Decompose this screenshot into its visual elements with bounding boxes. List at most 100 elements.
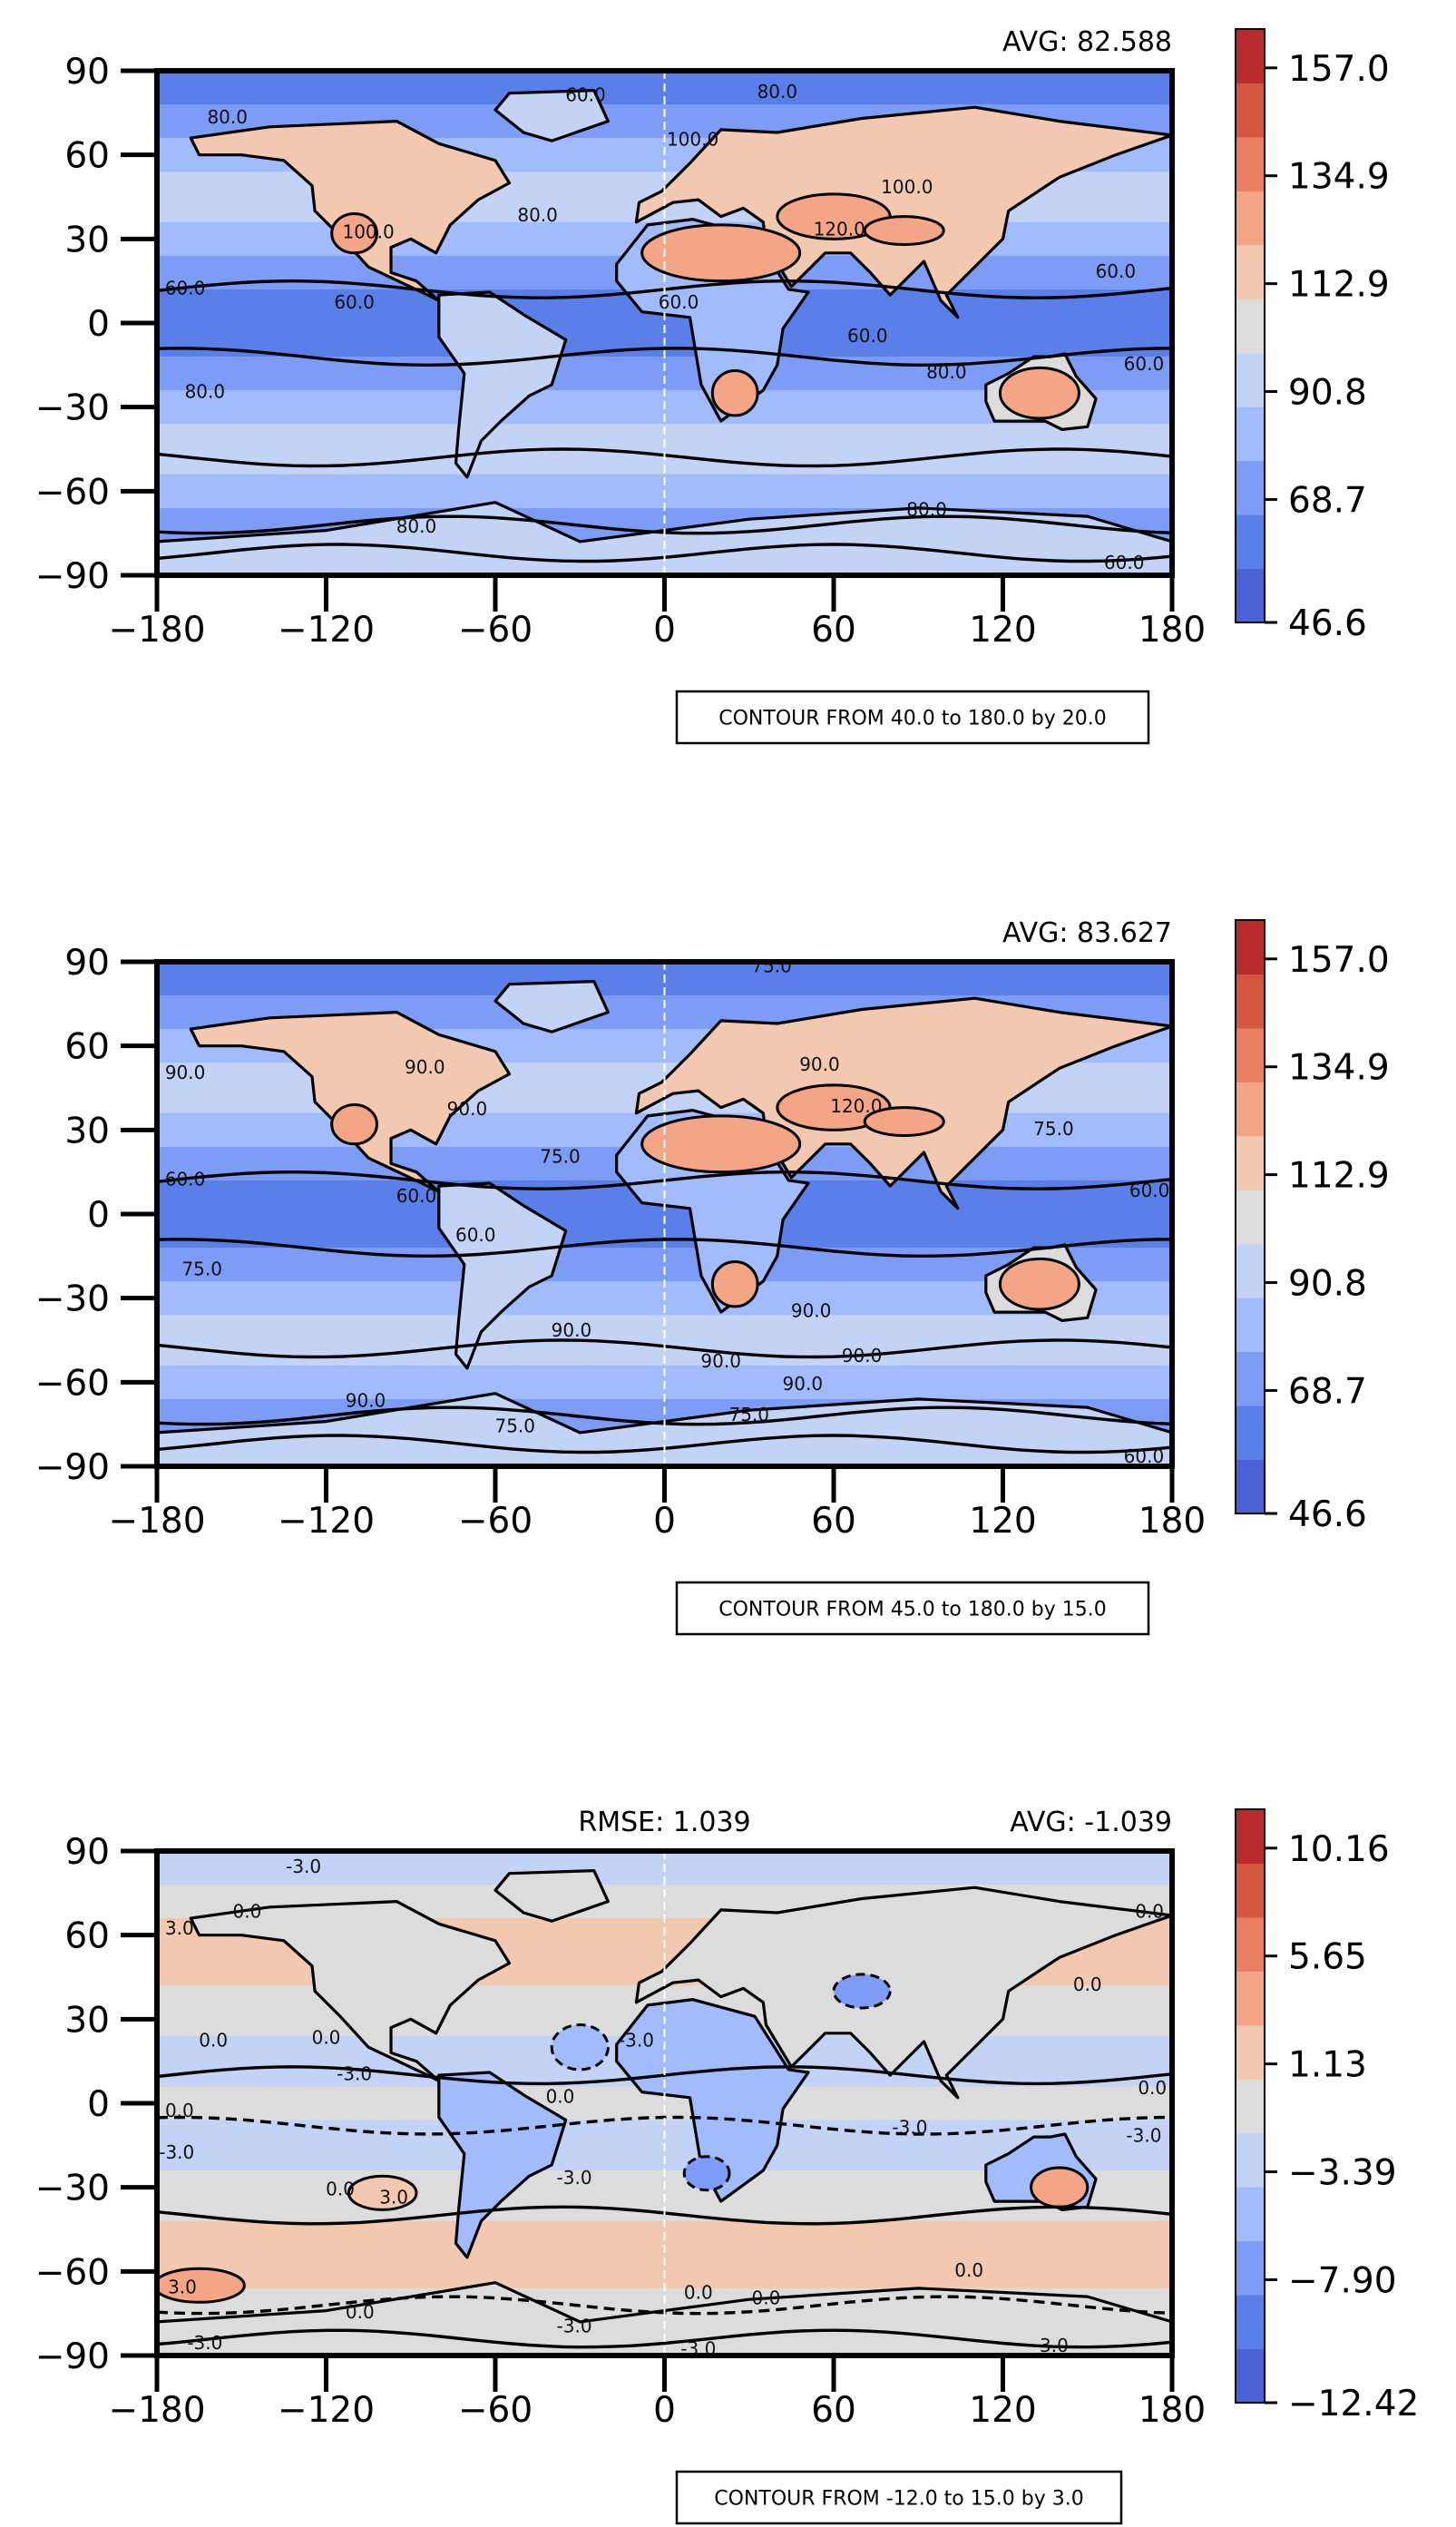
band-fill bbox=[157, 440, 1172, 458]
contour-label: -3.0 bbox=[680, 2337, 716, 2359]
contour-label: 0.0 bbox=[1073, 1974, 1102, 1995]
map-frame bbox=[154, 959, 1175, 1469]
contour-label: 60.0 bbox=[1124, 1445, 1165, 1467]
colorbar-swatch bbox=[1236, 920, 1265, 975]
colorbar-swatch bbox=[1236, 352, 1265, 407]
contour-label: 75.0 bbox=[181, 1258, 222, 1279]
x-tick-label: 0 bbox=[653, 610, 676, 651]
coastline bbox=[157, 2281, 1172, 2356]
contour-patch bbox=[710, 369, 759, 417]
contour-label: 60.0 bbox=[455, 1224, 496, 1246]
map-panel-3: -3.0 3.0 0.0 0.0 0.0 -3.0 -3.0 0.0 0.0 0.0 0.0 0.0 -… bbox=[35, 1807, 1419, 2525]
band-fill bbox=[157, 1281, 1172, 1299]
contour-label: 75.0 bbox=[751, 955, 792, 977]
band-fill bbox=[157, 2220, 1172, 2238]
contour-label: -3.0 bbox=[159, 2141, 194, 2163]
contour-patch bbox=[682, 2155, 731, 2192]
contour-patch bbox=[330, 212, 378, 255]
contour-label: 120.0 bbox=[830, 1095, 882, 1117]
colorbar-tick-label: −12.42 bbox=[1288, 2384, 1419, 2424]
colorbar-swatch bbox=[1236, 1351, 1265, 1406]
y-tick-label: −30 bbox=[35, 1279, 110, 1320]
contour-label: 80.0 bbox=[517, 204, 558, 226]
contour-label: 0.0 bbox=[233, 1900, 262, 1922]
x-tick-label: −120 bbox=[278, 610, 375, 651]
band-fill bbox=[157, 1851, 1172, 1869]
y-tick-label: −90 bbox=[35, 1447, 110, 1488]
contour-patch bbox=[863, 1106, 945, 1138]
x-tick-label: 60 bbox=[811, 1501, 856, 1542]
x-tick-label: 180 bbox=[1138, 1501, 1206, 1542]
colorbar-swatch bbox=[1236, 974, 1265, 1029]
contour-label: 60.0 bbox=[334, 291, 375, 313]
colorbar-swatch bbox=[1236, 136, 1265, 191]
colorbar-tick-label: 68.7 bbox=[1288, 480, 1367, 521]
y-tick-label: 60 bbox=[64, 1027, 110, 1068]
coastline bbox=[493, 1869, 610, 1923]
contour-label: 60.0 bbox=[1124, 353, 1165, 375]
colorbar-swatch bbox=[1236, 1082, 1265, 1137]
coastline bbox=[493, 89, 610, 142]
contour-patch bbox=[157, 2267, 246, 2304]
map-panel-2: 75.090.0 90.090.090.0120.075.075.060.060.… bbox=[35, 917, 1390, 1636]
contour-patch bbox=[1030, 2166, 1090, 2209]
coastline bbox=[189, 120, 512, 302]
contour-patch bbox=[998, 1257, 1080, 1311]
y-tick-label: 0 bbox=[87, 1195, 110, 1236]
colorbar-tick-label: 68.7 bbox=[1288, 1371, 1367, 1412]
contour-line bbox=[157, 2065, 1172, 2086]
contour-label: 60.0 bbox=[1096, 260, 1137, 282]
filled-contours: -3.0 3.0 0.0 0.0 0.0 -3.0 -3.0 0.0 0.0 0.0 0.0 0.0 -… bbox=[157, 1851, 1172, 2359]
contour-label: -3.0 bbox=[1126, 2125, 1161, 2147]
band-fill bbox=[157, 1382, 1172, 1400]
contour-label: 60.0 bbox=[1129, 1180, 1170, 1201]
colorbar-swatch bbox=[1236, 460, 1265, 515]
contour-label: -3.0 bbox=[619, 2030, 654, 2052]
contour-label: 90.0 bbox=[842, 1345, 883, 1366]
contour-label: 75.0 bbox=[1033, 1118, 1074, 1140]
y-tick-label: 30 bbox=[64, 1111, 110, 1151]
contour-label: 60.0 bbox=[165, 1168, 206, 1190]
colorbar-swatch bbox=[1236, 1406, 1265, 1461]
contour-patch bbox=[710, 1260, 759, 1308]
contour-label: 80.0 bbox=[906, 498, 947, 520]
contour-patch bbox=[640, 223, 802, 283]
contour-line bbox=[157, 347, 1172, 367]
contour-label: 60.0 bbox=[165, 277, 206, 299]
colorbar-tick-label: 46.6 bbox=[1288, 1494, 1367, 1535]
colorbar-swatch bbox=[1236, 1809, 1265, 1864]
contour-label: 90.0 bbox=[346, 1389, 386, 1411]
contour-label: 60.0 bbox=[659, 291, 699, 313]
contour-line bbox=[157, 1238, 1172, 1259]
colorbar-tick-label: 157.0 bbox=[1288, 49, 1390, 90]
band-fill bbox=[157, 2271, 1172, 2289]
y-tick-label: 90 bbox=[64, 1832, 110, 1873]
colorbar-swatch bbox=[1236, 1863, 1265, 1918]
contour-label: 80.0 bbox=[757, 81, 798, 103]
y-tick-label: 30 bbox=[64, 220, 110, 260]
contour-label: 3.0 bbox=[168, 2276, 197, 2297]
colorbar-tick-label: 112.9 bbox=[1288, 265, 1390, 306]
contour-label: 100.0 bbox=[667, 129, 718, 151]
contour-label: 3.0 bbox=[165, 1917, 194, 1939]
contour-label: 90.0 bbox=[783, 1373, 824, 1395]
contour-patch bbox=[640, 1114, 802, 1174]
contour-label: 60.0 bbox=[396, 1185, 437, 1207]
contour-label: 0.0 bbox=[199, 2030, 228, 2052]
y-tick-label: 60 bbox=[64, 1916, 110, 1957]
contour-patch bbox=[832, 1973, 892, 2010]
colorbar-swatch bbox=[1236, 1916, 1265, 1972]
colorbar-swatch bbox=[1236, 1135, 1265, 1190]
colorbar-swatch bbox=[1236, 2024, 1265, 2080]
band-fill bbox=[157, 390, 1172, 408]
x-tick-label: −180 bbox=[108, 1501, 205, 1542]
rmse-text: RMSE: 1.039 bbox=[578, 1807, 750, 1838]
filled-contours: 75.090.0 90.090.090.0120.075.075.060.060.… bbox=[157, 955, 1172, 1467]
colorbar-swatch bbox=[1236, 2295, 1265, 2350]
coastline bbox=[493, 980, 610, 1033]
contour-label: 0.0 bbox=[165, 2100, 194, 2121]
y-tick-label: 0 bbox=[87, 2084, 110, 2125]
colorbar-tick-label: −7.90 bbox=[1288, 2260, 1397, 2301]
y-tick-label: 0 bbox=[87, 304, 110, 345]
contour-note-box bbox=[675, 690, 1150, 745]
